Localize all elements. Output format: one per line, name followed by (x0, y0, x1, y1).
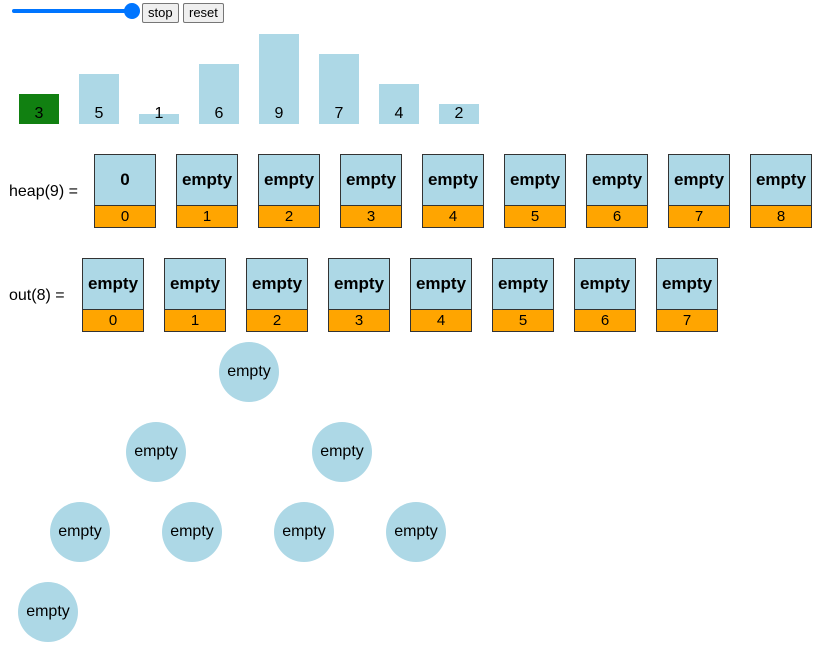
cell-value: empty (164, 258, 226, 310)
cell-index: 3 (340, 205, 402, 228)
array-cell: empty 4 (422, 154, 484, 228)
array-cell: empty 1 (164, 258, 226, 332)
heap-label: heap(9) = (9, 183, 78, 200)
bar-visualization: 3 5 1 6 9 7 4 2 (0, 0, 817, 130)
cell-value: empty (422, 154, 484, 206)
stop-button[interactable]: stop (142, 3, 179, 23)
array-cell: empty 5 (492, 258, 554, 332)
tree-node: empty (312, 422, 372, 482)
tree-node: empty (162, 502, 222, 562)
bar-label: 9 (274, 105, 284, 122)
cell-value: empty (750, 154, 812, 206)
bar-label: 2 (454, 105, 464, 122)
cell-value: empty (82, 258, 144, 310)
cell-index: 3 (328, 309, 390, 332)
array-cell: empty 4 (410, 258, 472, 332)
bar-label: 4 (394, 105, 404, 122)
array-cell: empty 7 (656, 258, 718, 332)
array-cell: empty 1 (176, 154, 238, 228)
cell-value: empty (328, 258, 390, 310)
tree-node: empty (386, 502, 446, 562)
bar (259, 34, 299, 124)
array-cell: empty 0 (82, 258, 144, 332)
cell-index: 0 (94, 205, 156, 228)
cell-value: empty (574, 258, 636, 310)
tree-node: empty (126, 422, 186, 482)
bar (139, 114, 179, 124)
array-cell: empty 6 (574, 258, 636, 332)
bar (199, 64, 239, 124)
speed-slider[interactable] (8, 3, 140, 19)
tree-node: empty (50, 502, 110, 562)
array-cell: empty 8 (750, 154, 812, 228)
cell-index: 1 (176, 205, 238, 228)
cell-value: empty (668, 154, 730, 206)
cell-value: empty (586, 154, 648, 206)
bar-label: 5 (94, 105, 104, 122)
bar (379, 84, 419, 124)
cell-value: empty (410, 258, 472, 310)
bar-label: 1 (154, 105, 164, 122)
array-cell: empty 5 (504, 154, 566, 228)
cell-index: 6 (574, 309, 636, 332)
array-cell: empty 3 (340, 154, 402, 228)
slider-thumb[interactable] (124, 3, 140, 19)
cell-index: 0 (82, 309, 144, 332)
reset-button[interactable]: reset (183, 3, 224, 23)
cell-index: 2 (246, 309, 308, 332)
cell-value: 0 (94, 154, 156, 206)
out-label: out(8) = (9, 287, 65, 304)
array-cell: empty 2 (258, 154, 320, 228)
cell-index: 5 (492, 309, 554, 332)
cell-value: empty (504, 154, 566, 206)
cell-value: empty (656, 258, 718, 310)
cell-index: 7 (656, 309, 718, 332)
array-cell: empty 2 (246, 258, 308, 332)
cell-value: empty (492, 258, 554, 310)
tree-node: empty (219, 342, 279, 402)
bar (19, 94, 59, 124)
slider-track (12, 9, 136, 13)
tree-node: empty (18, 582, 78, 642)
bar (439, 104, 479, 124)
cell-value: empty (176, 154, 238, 206)
array-cell: empty 7 (668, 154, 730, 228)
cell-index: 5 (504, 205, 566, 228)
bar-label: 6 (214, 105, 224, 122)
cell-value: empty (258, 154, 320, 206)
cell-index: 2 (258, 205, 320, 228)
cell-index: 4 (410, 309, 472, 332)
cell-index: 8 (750, 205, 812, 228)
bar (79, 74, 119, 124)
tree-node: empty (274, 502, 334, 562)
bar-label: 3 (34, 105, 44, 122)
cell-index: 1 (164, 309, 226, 332)
cell-index: 7 (668, 205, 730, 228)
array-cell: empty 6 (586, 154, 648, 228)
cell-value: empty (340, 154, 402, 206)
cell-index: 6 (586, 205, 648, 228)
cell-index: 4 (422, 205, 484, 228)
bar (319, 54, 359, 124)
cell-value: empty (246, 258, 308, 310)
array-cell: empty 3 (328, 258, 390, 332)
bar-label: 7 (334, 105, 344, 122)
